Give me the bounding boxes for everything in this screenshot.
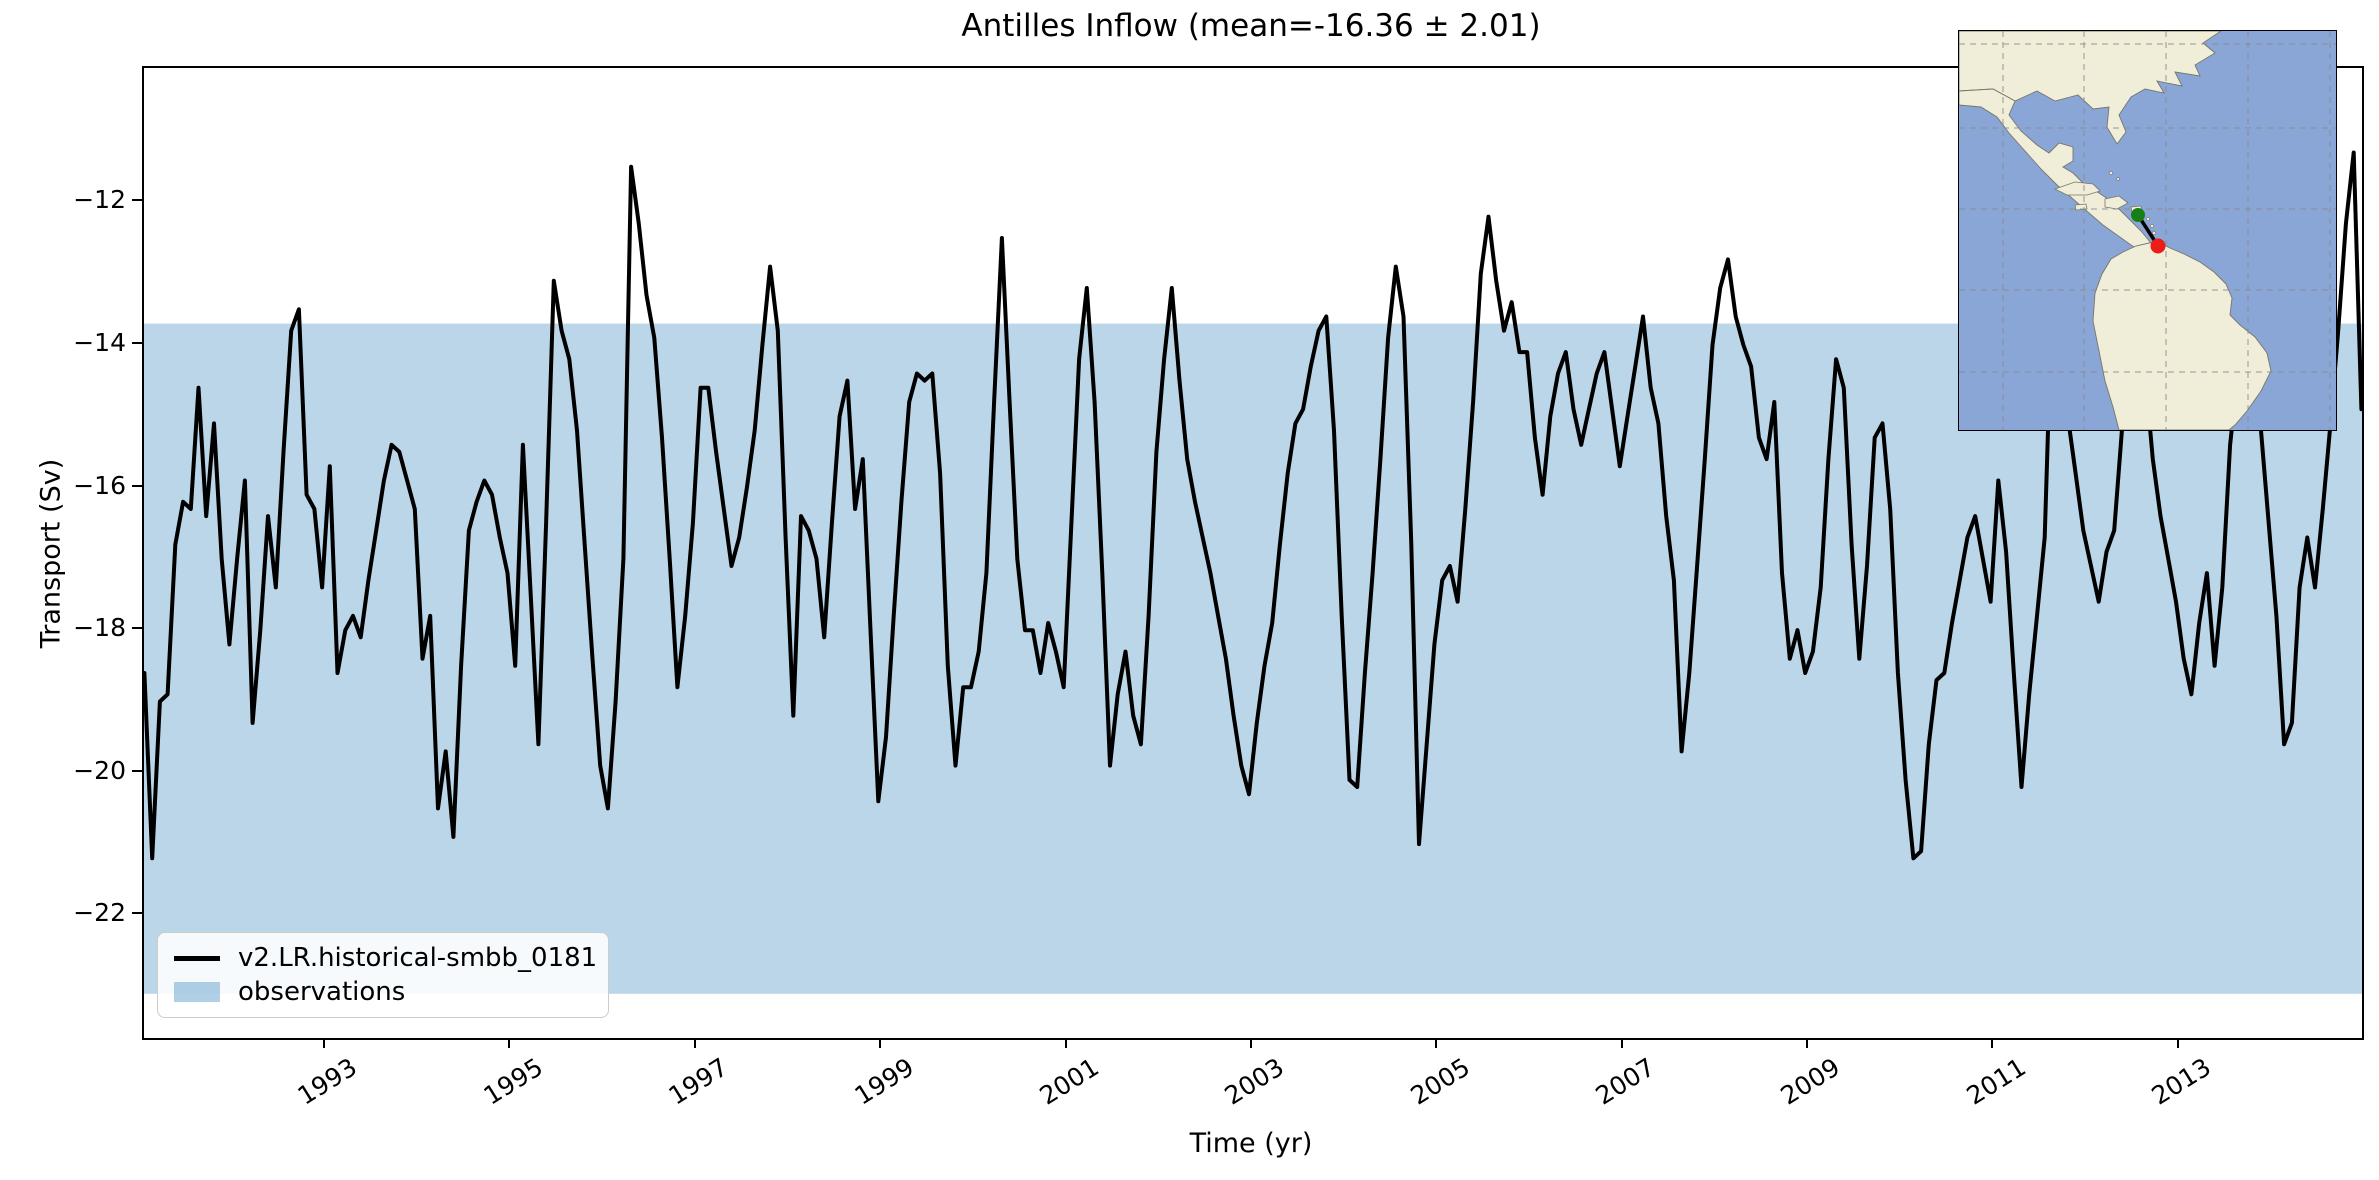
observations-patch-swatch bbox=[174, 982, 220, 1002]
x-tick-mark bbox=[1620, 1038, 1623, 1048]
lesser-antilles-island bbox=[2152, 231, 2156, 235]
x-tick-mark bbox=[1991, 1038, 1994, 1048]
legend-label-observations: observations bbox=[238, 977, 406, 1007]
y-tick-mark bbox=[132, 912, 142, 915]
y-tick-mark bbox=[132, 484, 142, 487]
x-tick-mark bbox=[322, 1038, 325, 1048]
x-tick-mark bbox=[508, 1038, 511, 1048]
x-axis-label: Time (yr) bbox=[1189, 1128, 1313, 1159]
y-tick-mark bbox=[132, 769, 142, 772]
lesser-antilles-island bbox=[2146, 217, 2150, 221]
x-tick-mark bbox=[693, 1038, 696, 1048]
x-tick-label: 1995 bbox=[478, 1052, 548, 1111]
y-axis-label: Transport (Sv) bbox=[35, 458, 67, 649]
legend-label-model: v2.LR.historical-smbb_0181 bbox=[238, 943, 598, 973]
x-tick-label: 1993 bbox=[292, 1052, 363, 1111]
x-tick-mark bbox=[2176, 1038, 2179, 1048]
plot-canvas bbox=[144, 150, 2362, 994]
bahamas-island bbox=[2116, 177, 2120, 181]
model-timeseries-line bbox=[144, 150, 2362, 861]
y-tick-mark bbox=[132, 341, 142, 344]
x-tick-label: 2007 bbox=[1590, 1052, 1660, 1111]
x-tick-mark bbox=[1435, 1038, 1438, 1048]
transect-north-marker bbox=[2131, 208, 2145, 222]
inset-map bbox=[1958, 30, 2337, 431]
x-tick-mark bbox=[879, 1038, 882, 1048]
x-tick-label: 2009 bbox=[1776, 1052, 1846, 1111]
bahamas-island bbox=[2109, 171, 2113, 175]
y-tick-label: −22 bbox=[73, 898, 126, 928]
y-tick-label: −18 bbox=[73, 613, 126, 643]
lesser-antilles-island bbox=[2150, 224, 2154, 228]
y-tick-label: −12 bbox=[73, 185, 126, 215]
y-tick-label: −20 bbox=[73, 755, 126, 785]
y-tick-label: −16 bbox=[73, 470, 126, 500]
x-tick-label: 2003 bbox=[1219, 1052, 1290, 1111]
x-tick-label: 1997 bbox=[663, 1052, 734, 1111]
map-gridlines bbox=[1959, 31, 2336, 430]
x-tick-mark bbox=[1249, 1038, 1252, 1048]
hispaniola-island bbox=[2104, 195, 2129, 210]
y-tick-mark bbox=[132, 627, 142, 630]
central-america-landmass bbox=[1959, 88, 2152, 254]
x-tick-label: 2013 bbox=[2146, 1052, 2217, 1111]
x-tick-label: 2011 bbox=[1961, 1052, 2031, 1111]
chart-title: Antilles Inflow (mean=-16.36 ± 2.01) bbox=[961, 8, 1541, 44]
x-tick-label: 2005 bbox=[1405, 1052, 1475, 1111]
x-tick-label: 1999 bbox=[849, 1052, 919, 1111]
x-tick-label: 2001 bbox=[1034, 1052, 1104, 1111]
model-line-swatch bbox=[174, 955, 220, 961]
legend: v2.LR.historical-smbb_0181 observations bbox=[157, 932, 609, 1018]
north-america-landmass bbox=[1959, 31, 2222, 145]
y-tick-label: −14 bbox=[73, 327, 126, 357]
cuba-island bbox=[2053, 181, 2101, 196]
x-tick-mark bbox=[1064, 1038, 1067, 1048]
transect-south-marker bbox=[2150, 238, 2166, 254]
y-tick-mark bbox=[132, 199, 142, 202]
legend-entry-observations: observations bbox=[174, 975, 592, 1009]
x-tick-mark bbox=[1806, 1038, 1809, 1048]
legend-entry-model: v2.LR.historical-smbb_0181 bbox=[174, 941, 597, 975]
